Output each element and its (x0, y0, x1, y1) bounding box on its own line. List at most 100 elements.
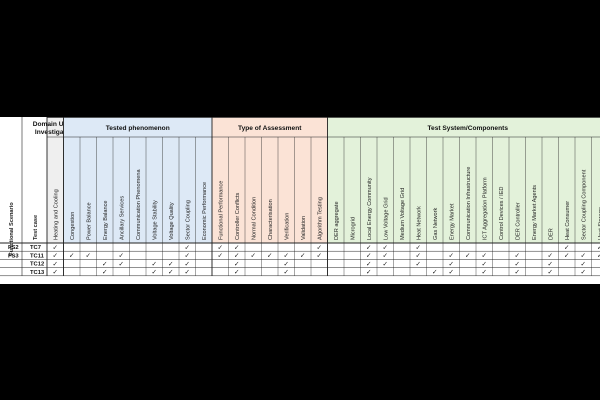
check-mark: ✓ (366, 243, 371, 251)
check-mark: ✓ (102, 260, 107, 268)
testcase-cell-0: TC7 (30, 245, 41, 251)
check-mark: ✓ (53, 243, 58, 251)
check-mark: ✓ (185, 260, 190, 268)
column-header-11: Controller Conflicts (235, 193, 241, 240)
test-case-label: Test case (33, 215, 39, 240)
functional-scenario-label: Functional Scenario (9, 202, 15, 256)
column-header-31: Heat Consumer (565, 201, 571, 240)
check-mark: ✓ (416, 243, 421, 251)
check-mark: ✓ (383, 252, 388, 260)
check-mark: ✓ (234, 243, 239, 251)
check-mark: ✓ (416, 252, 421, 260)
check-mark: ✓ (597, 243, 600, 251)
column-header-27: Control Devices / IED (499, 187, 505, 240)
check-mark: ✓ (218, 243, 223, 251)
column-header-21: Medium Voltage Grid (400, 188, 406, 240)
column-header-14: Verification (284, 213, 290, 240)
check-mark: ✓ (383, 243, 388, 251)
check-mark: ✓ (482, 260, 487, 268)
group-band-2 (212, 117, 328, 243)
check-mark: ✓ (86, 252, 91, 260)
column-header-12: Normal Condition (251, 197, 257, 240)
column-header-26: ICT Aggregation Platform (482, 177, 488, 240)
check-mark: ✓ (515, 260, 520, 268)
check-mark: ✓ (432, 268, 437, 276)
testcase-cell-1: TC11 (30, 253, 45, 259)
column-header-24: Energy Market (449, 203, 455, 240)
check-mark: ✓ (581, 260, 586, 268)
testcase-cell-3: TC13 (30, 270, 45, 276)
column-header-23: Gas Network (433, 207, 439, 240)
check-mark: ✓ (482, 252, 487, 260)
check-mark: ✓ (581, 268, 586, 276)
column-header-18: Microgrid (350, 217, 356, 240)
check-mark: ✓ (317, 243, 322, 251)
column-header-3: Energy Balance (103, 201, 109, 241)
check-mark: ✓ (300, 252, 305, 260)
group-title-1: Tested phenomenon (106, 125, 170, 132)
check-mark: ✓ (383, 260, 388, 268)
check-mark: ✓ (168, 268, 173, 276)
check-mark: ✓ (185, 252, 190, 260)
scenario-cell-0: FS2 (8, 245, 19, 251)
column-header-10: Functional Performance (218, 181, 224, 240)
check-mark: ✓ (317, 252, 322, 260)
scenario-cell-1: FS3 (8, 253, 19, 259)
check-mark: ✓ (185, 268, 190, 276)
check-mark: ✓ (102, 268, 107, 276)
column-header-22: Heat Network (416, 206, 422, 240)
check-mark: ✓ (284, 268, 289, 276)
group-title-0: Domain Under Investigation (33, 121, 78, 136)
group-title-2: Type of Assessment (238, 125, 302, 132)
column-header-0: Heating and Cooling (53, 189, 59, 240)
check-mark: ✓ (581, 252, 586, 260)
column-header-16: Algorithm Testing (317, 197, 323, 240)
column-header-28: DER Controller (515, 202, 521, 240)
check-mark: ✓ (449, 252, 454, 260)
check-mark: ✓ (564, 243, 569, 251)
check-mark: ✓ (152, 260, 157, 268)
check-mark: ✓ (234, 268, 239, 276)
check-mark: ✓ (234, 252, 239, 260)
group-band-0 (47, 117, 64, 243)
check-mark: ✓ (218, 252, 223, 260)
check-mark: ✓ (548, 260, 553, 268)
column-header-20: Low Voltage Grid (383, 197, 389, 240)
check-mark: ✓ (168, 260, 173, 268)
check-mark: ✓ (449, 268, 454, 276)
check-mark: ✓ (69, 252, 74, 260)
column-header-6: Voltage Stability (152, 200, 158, 240)
check-mark: ✓ (53, 252, 58, 260)
check-mark: ✓ (234, 260, 239, 268)
column-header-15: Validation (301, 216, 307, 240)
column-header-13: Characterisation (268, 199, 274, 240)
column-header-29: Energy Market Agents (532, 185, 538, 240)
check-mark: ✓ (548, 268, 553, 276)
table-grid: Domain Under Investigation Tested phenomen… (0, 117, 600, 277)
check-mark: ✓ (119, 252, 124, 260)
column-header-19: Local Energy Community (367, 177, 373, 240)
group-title-3: Test System/Components (428, 125, 509, 132)
check-mark: ✓ (564, 252, 569, 260)
column-header-32: Sector Coupling Component (581, 169, 587, 240)
column-header-25: Communication Infrastructure (466, 167, 472, 240)
check-mark: ✓ (284, 260, 289, 268)
check-mark: ✓ (119, 260, 124, 268)
check-mark: ✓ (284, 252, 289, 260)
check-mark: ✓ (515, 268, 520, 276)
check-mark: ✓ (465, 252, 470, 260)
check-mark: ✓ (53, 268, 58, 276)
group-band-1 (63, 117, 212, 243)
spreadsheet-table: Domain Under Investigation Tested phenomen… (0, 117, 600, 284)
column-header-1: Congestion (70, 212, 76, 240)
column-header-2: Power Balance (86, 202, 92, 240)
column-header-9: Economic Performance (202, 182, 208, 240)
column-header-7: Voltage Quality (169, 202, 175, 240)
check-mark: ✓ (366, 252, 371, 260)
column-header-4: Ancillary Services (119, 196, 125, 240)
check-mark: ✓ (548, 252, 553, 260)
testcase-cell-2: TC12 (30, 262, 44, 268)
check-mark: ✓ (597, 252, 600, 260)
check-mark: ✓ (366, 268, 371, 276)
check-mark: ✓ (449, 260, 454, 268)
